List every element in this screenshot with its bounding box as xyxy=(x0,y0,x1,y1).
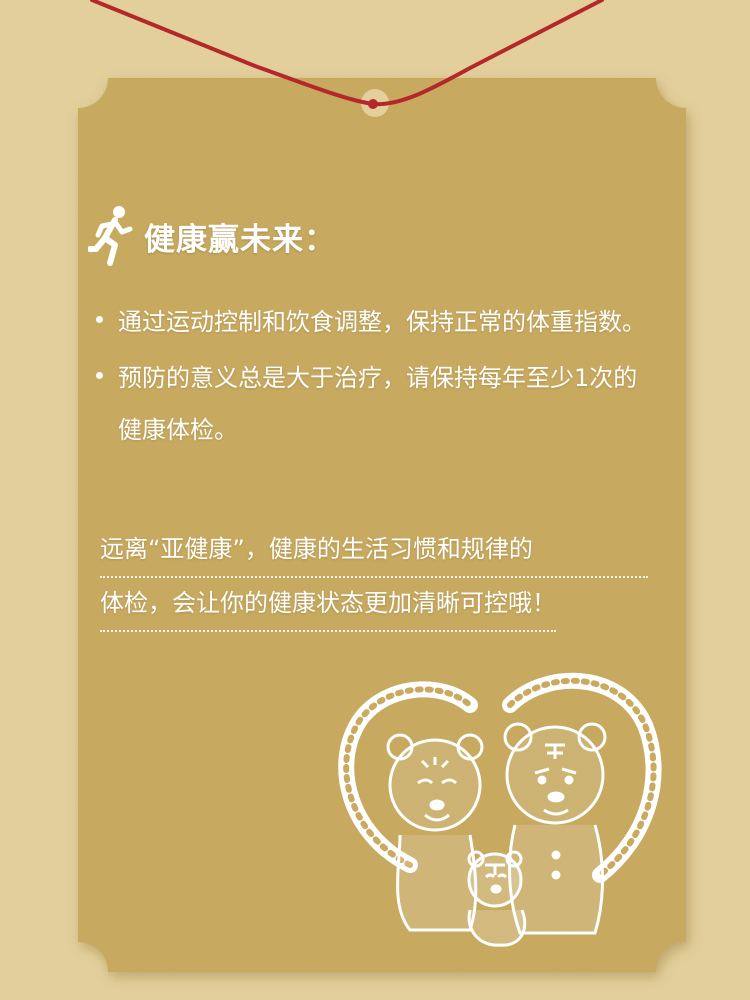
tiger-cub xyxy=(467,850,527,947)
tiger-family-illustration xyxy=(338,672,662,947)
tiger-parent-left xyxy=(386,733,484,932)
tip-item-1: 通过运动控制和饮食调整，保持正常的体重指数。 xyxy=(96,296,656,348)
closing-note: 远离“亚健康”，健康的生活习惯和规律的 体检，会让你的健康状态更加清晰可控哦！ xyxy=(100,524,648,632)
closing-note-line-2: 体检，会让你的健康状态更加清晰可控哦！ xyxy=(100,578,556,632)
running-person-icon xyxy=(88,206,133,266)
closing-note-line-1: 远离“亚健康”，健康的生活习惯和规律的 xyxy=(100,524,648,578)
tiger-parent-right xyxy=(503,722,607,935)
tip-item-2: 预防的意义总是大于治疗，请保持每年至少1次的健康体检。 xyxy=(96,352,656,456)
section-title-text: 健康赢未来： xyxy=(144,221,336,258)
tips-list: 通过运动控制和饮食调整，保持正常的体重指数。 预防的意义总是大于治疗，请保持每年… xyxy=(96,296,656,460)
section-title: 健康赢未来： xyxy=(88,204,336,268)
string-knot xyxy=(368,99,378,109)
